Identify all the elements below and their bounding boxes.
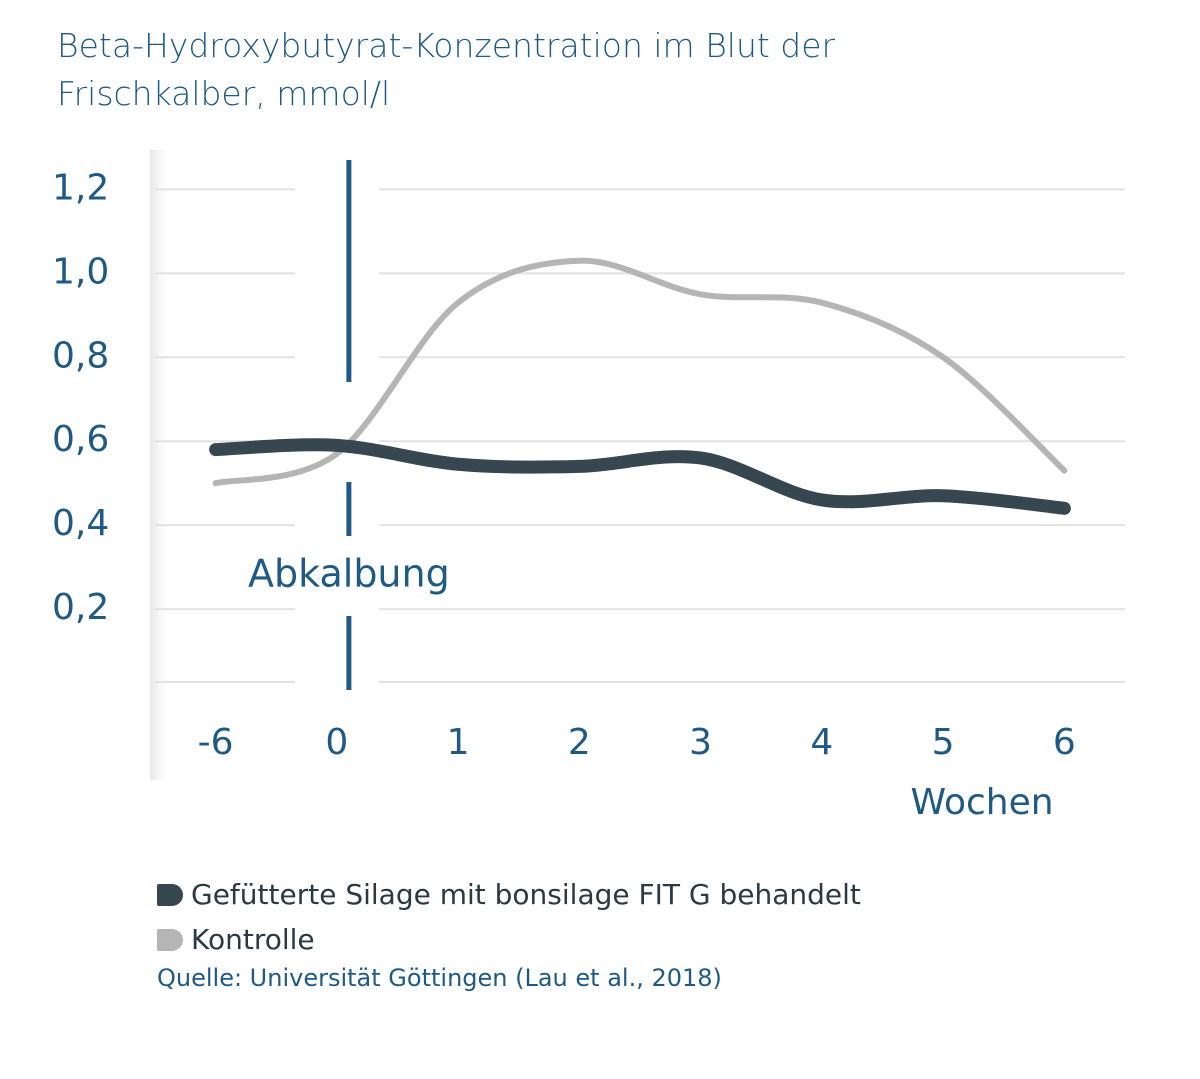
legend: Gefütterte Silage mit bonsilage FIT G be…	[157, 872, 861, 962]
legend-item: Kontrolle	[157, 917, 861, 962]
y-tick-label: 0,4	[52, 503, 109, 544]
x-tick-label: -6	[198, 722, 234, 763]
y-tick-label: 0,6	[52, 419, 109, 460]
legend-item: Gefütterte Silage mit bonsilage FIT G be…	[157, 872, 861, 917]
axis-shadow	[150, 150, 172, 780]
x-tick-label: 6	[1053, 722, 1076, 763]
annotation: Abkalbung	[248, 552, 450, 596]
x-tick-label: 4	[810, 722, 833, 763]
line-series	[209, 438, 1071, 515]
legend-label: Gefütterte Silage mit bonsilage FIT G be…	[191, 878, 861, 911]
x-tick-label: 5	[932, 722, 955, 763]
y-tick-label: 0,8	[52, 335, 109, 376]
legend-label: Kontrolle	[191, 923, 315, 956]
x-tick-label: 0	[325, 722, 348, 763]
chart-title: Beta-Hydroxybutyrat-Konzentration im Blu…	[57, 26, 836, 113]
y-tick-label: 1,0	[52, 251, 109, 292]
y-tick-label: 0,2	[52, 587, 109, 628]
legend-swatch	[157, 883, 183, 906]
x-tick-label: 2	[568, 722, 591, 763]
legend-swatch	[157, 928, 183, 951]
source: Quelle: Universität Göttingen (Lau et al…	[157, 964, 722, 992]
grid: 0,2 0,4 0,6 0,8 1,0 1,2 -6 0 1 2 3 4 5 6	[52, 167, 1125, 763]
x-tick-label: 3	[689, 722, 712, 763]
line-series	[212, 257, 1068, 487]
x-axis-label: Wochen	[910, 782, 1053, 823]
plot: Abkalbung	[209, 160, 1071, 690]
x-tick-label: 1	[447, 722, 470, 763]
y-tick-label: 1,2	[52, 167, 109, 208]
